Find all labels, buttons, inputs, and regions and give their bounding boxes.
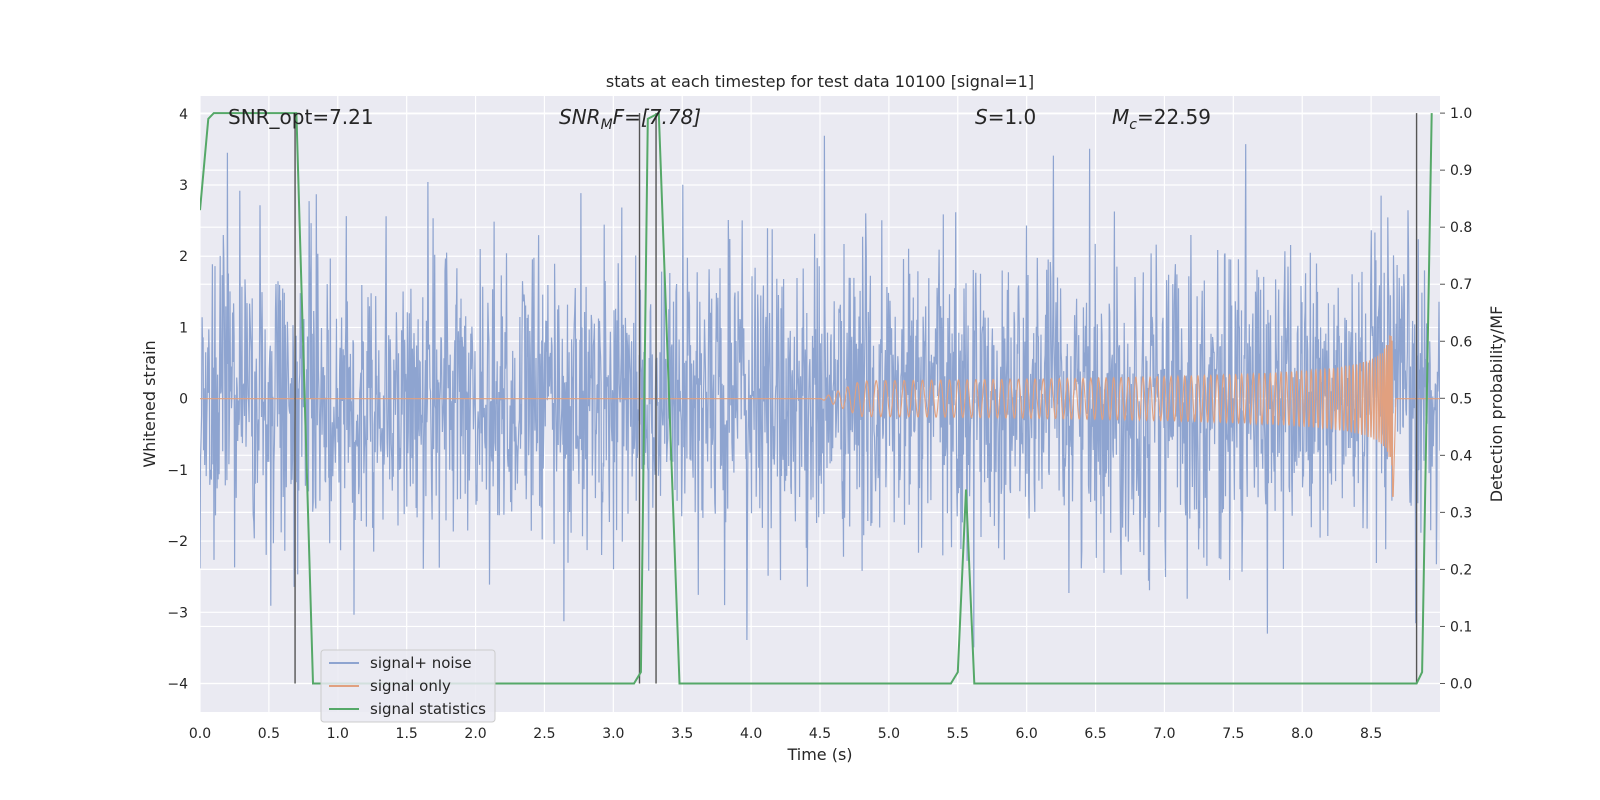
legend-label-noise: signal+ noise — [370, 654, 472, 672]
legend-box — [320, 649, 496, 723]
annotation-s-rest: =1.0 — [988, 105, 1037, 129]
x-tick-label: 2.5 — [533, 726, 555, 742]
annotation-snr-mf: SNRMF=[7.78] — [559, 105, 701, 133]
annotation-mc: Mc=22.59 — [1112, 105, 1211, 133]
x-tick-label: 1.0 — [327, 726, 349, 742]
y-tick-label: −2 — [167, 534, 188, 550]
y-tick-label: −4 — [167, 677, 188, 693]
right-tick-label: 0.7 — [1450, 277, 1472, 293]
y-tick-label: 4 — [179, 107, 188, 123]
annotation-s: S=1.0 — [975, 105, 1036, 129]
y-axis-label: Whitened strain — [140, 340, 159, 467]
right-tick-label: 0.0 — [1450, 676, 1472, 692]
x-axis-ticks: 0.0 0.5 1.0 1.5 2.0 2.5 3.0 3.5 4.0 4.5 5.0 5.5 6.0 6… — [189, 726, 1382, 742]
x-tick-label: 3.5 — [671, 726, 693, 742]
signal-statistics-series — [200, 111, 1433, 685]
y-tick-label: 0 — [179, 392, 188, 408]
x-tick-label: 5.0 — [878, 726, 900, 742]
annotation-mc-sub: c — [1129, 117, 1137, 133]
x-tick-label: 1.5 — [396, 726, 418, 742]
x-tick-label: 0.0 — [189, 726, 211, 742]
annotation-mc-name: M — [1112, 105, 1129, 129]
x-tick-label: 5.5 — [947, 726, 969, 742]
right-tick-label: 0.8 — [1450, 220, 1472, 236]
annotation-snr-mf-sub: M — [601, 117, 613, 133]
x-tick-label: 4.5 — [809, 726, 831, 742]
y-tick-label: 3 — [179, 178, 188, 194]
y-tick-label: 2 — [179, 249, 188, 265]
annotation-s-name: S — [975, 105, 988, 129]
x-tick-label: 0.5 — [258, 726, 280, 742]
right-tick-label: 1.0 — [1450, 106, 1472, 122]
y-axis-ticks: −4 −3 −2 −1 0 1 2 3 4 — [167, 107, 188, 693]
x-tick-label: 6.5 — [1084, 726, 1106, 742]
right-tick-label: 0.5 — [1450, 391, 1472, 407]
right-tick-label: 0.9 — [1450, 163, 1472, 179]
right-tick-label: 0.6 — [1450, 334, 1472, 350]
right-axis-ticks: 0.0 0.1 0.2 0.3 0.4 0.5 0.6 0.7 0.8 0.9 1.0 — [1440, 106, 1472, 692]
x-tick-label: 8.5 — [1360, 726, 1382, 742]
signal-only-series — [200, 335, 1440, 497]
annotation-snr-opt: SNR_opt=7.21 — [228, 105, 374, 129]
right-tick-label: 0.2 — [1450, 562, 1472, 578]
y-tick-label: −1 — [167, 463, 188, 479]
y-tick-label: 1 — [179, 320, 188, 336]
legend: signal+ noise signal only signal statist… — [320, 649, 496, 723]
legend-label-statistics: signal statistics — [370, 700, 486, 718]
x-tick-label: 7.0 — [1153, 726, 1175, 742]
annotation-mc-rest: =22.59 — [1137, 105, 1211, 129]
legend-label-signal-only: signal only — [370, 677, 451, 695]
y-tick-label: −3 — [167, 605, 188, 621]
x-tick-label: 6.0 — [1016, 726, 1038, 742]
right-tick-label: 0.4 — [1450, 448, 1472, 464]
x-tick-label: 7.5 — [1222, 726, 1244, 742]
x-tick-label: 4.0 — [740, 726, 762, 742]
annotation-snr-mf-rest: F=[7.78] — [613, 105, 701, 129]
chart-title: stats at each timestep for test data 101… — [606, 72, 1034, 91]
x-tick-label: 8.0 — [1291, 726, 1313, 742]
signal-noise-series — [200, 135, 1440, 648]
right-tick-label: 0.3 — [1450, 505, 1472, 521]
right-axis-label: Detection probability/MF — [1487, 306, 1506, 503]
vertical-markers — [294, 113, 1418, 684]
x-tick-label: 2.0 — [464, 726, 486, 742]
annotation-snr-mf-name: SNR — [559, 105, 601, 129]
right-tick-label: 0.1 — [1450, 619, 1472, 635]
x-axis-label: Time (s) — [786, 745, 852, 764]
x-tick-label: 3.0 — [602, 726, 624, 742]
